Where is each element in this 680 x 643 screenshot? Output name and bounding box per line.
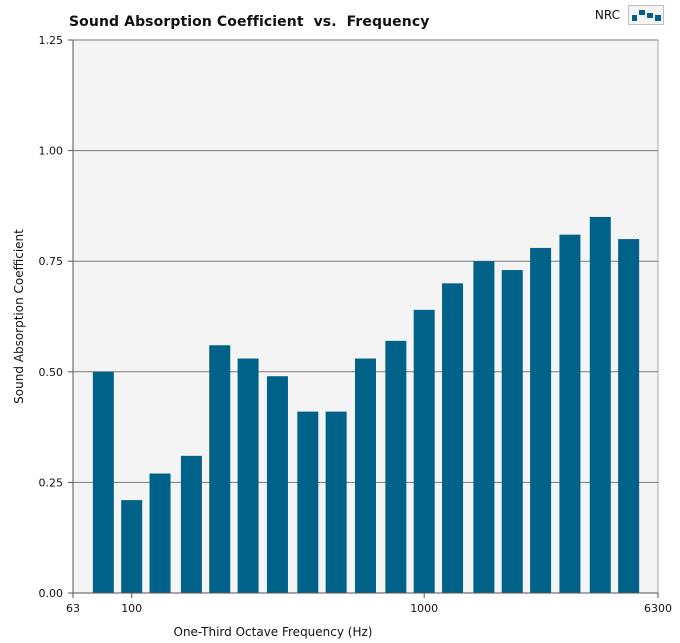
bar <box>149 473 171 593</box>
y-tick-label: 1.25 <box>39 34 64 47</box>
bar <box>589 216 611 593</box>
bar <box>92 371 114 593</box>
bar <box>297 411 319 593</box>
bar <box>180 455 202 593</box>
bar <box>413 309 435 593</box>
bar <box>501 270 523 593</box>
bar <box>473 261 495 593</box>
x-axis-label: One-Third Octave Frequency (Hz) <box>174 625 373 639</box>
bar <box>385 340 407 593</box>
x-tick-label: 6300 <box>644 602 672 615</box>
bar <box>559 234 581 593</box>
y-tick-label: 1.00 <box>39 145 64 158</box>
x-tick-label: 100 <box>121 602 142 615</box>
x-tick-label: 1000 <box>410 602 438 615</box>
y-tick-label: 0.25 <box>39 476 64 489</box>
y-axis-label: Sound Absorption Coefficient <box>12 229 26 404</box>
bar <box>237 358 259 593</box>
bar <box>530 247 552 594</box>
axes <box>72 40 658 594</box>
bar <box>121 500 143 593</box>
bar <box>442 283 464 593</box>
legend-label: NRC <box>594 8 620 22</box>
legend: NRC <box>595 5 664 25</box>
x-tick-label: 63 <box>66 602 80 615</box>
bar <box>266 376 288 593</box>
bars <box>92 216 640 594</box>
y-tick-label: 0.75 <box>39 255 64 268</box>
legend-swatch-icon <box>628 5 664 25</box>
y-tick-label: 0.00 <box>39 587 64 600</box>
y-tick-label: 0.50 <box>39 366 64 379</box>
bar <box>325 411 347 593</box>
chart-title: Sound Absorption Coefficient vs. Frequen… <box>69 14 430 30</box>
x-axis-ticks: 63 100 1000 6300 <box>66 593 672 615</box>
y-axis-ticks: 0.00 0.25 0.50 0.75 1.00 1.25 <box>39 34 73 600</box>
bar <box>209 345 231 593</box>
bar <box>355 358 376 593</box>
bar <box>618 239 640 593</box>
